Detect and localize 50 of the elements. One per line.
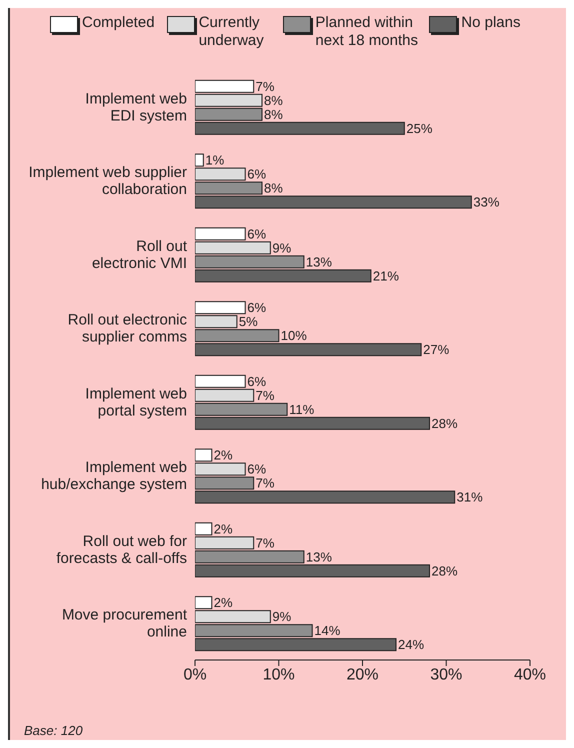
data-label: 6%: [247, 166, 266, 182]
y-tick-label: Implement web hub/exchange system: [41, 458, 187, 493]
data-label: 6%: [247, 300, 266, 316]
data-label: 24%: [398, 637, 424, 652]
legend-label: Planned within next 18 months: [315, 14, 419, 50]
data-label: 11%: [289, 402, 315, 417]
data-label: 25%: [406, 120, 433, 136]
data-label: 8%: [264, 92, 284, 108]
data-label: 5%: [238, 314, 258, 330]
data-label: 21%: [372, 268, 400, 284]
data-label: 28%: [432, 563, 458, 578]
data-label: 33%: [473, 194, 500, 210]
y-tick-label: Roll out electronic supplier comms: [68, 311, 188, 346]
data-label: 13%: [306, 549, 332, 564]
data-label: 10%: [280, 328, 308, 344]
y-tick-label: Implement web portal system: [85, 384, 187, 419]
data-label: 1%: [205, 152, 225, 168]
data-label: 13%: [306, 254, 332, 270]
x-tick-label: 40%: [514, 666, 546, 684]
y-tick-label: Implement web supplier collaboration: [28, 164, 187, 198]
data-label: 9%: [272, 240, 292, 256]
x-tick-label: 20%: [346, 666, 379, 684]
data-label: 31%: [456, 490, 484, 505]
data-label: 9%: [272, 609, 292, 624]
y-tick-label: Move procurement online: [62, 606, 188, 640]
y-tick-label: Roll out electronic VMI: [92, 237, 188, 272]
data-label: 7%: [256, 476, 275, 491]
y-tick-label: Implement web EDI system: [85, 90, 187, 124]
data-label: 7%: [256, 535, 275, 550]
data-label: 7%: [256, 388, 275, 403]
x-tick-label: 10%: [262, 666, 295, 684]
data-label: 28%: [432, 416, 458, 431]
data-label: 8%: [264, 106, 284, 122]
x-tick-label: 30%: [430, 666, 462, 684]
x-tick-label: 0%: [183, 666, 207, 684]
text: Base: 120: [24, 723, 83, 738]
data-label: 2%: [214, 448, 233, 463]
legend-label: No plans: [461, 14, 520, 32]
data-label: 6%: [247, 462, 266, 477]
legend-label: Completed: [82, 14, 155, 32]
data-label: 8%: [264, 180, 284, 196]
data-label: 2%: [214, 595, 233, 610]
legend-label: Currently underway: [198, 14, 265, 50]
data-label: 6%: [247, 226, 266, 242]
data-label: 27%: [423, 342, 450, 358]
y-tick-label: Roll out web for forecasts & call-offs: [56, 532, 187, 566]
data-label: 6%: [247, 374, 266, 389]
data-label: 7%: [256, 78, 275, 94]
data-label: 14%: [314, 623, 341, 638]
data-label: 2%: [214, 521, 233, 536]
